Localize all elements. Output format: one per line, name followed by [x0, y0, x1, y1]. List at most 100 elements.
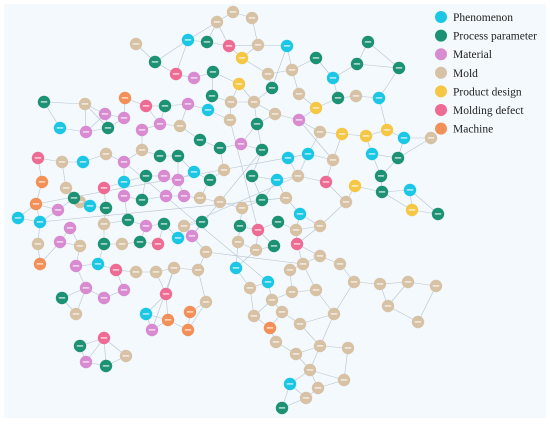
- node-label-mark: [254, 229, 262, 231]
- node-label-mark: [72, 265, 80, 267]
- node-label-mark: [278, 407, 286, 409]
- node-label-mark: [314, 387, 322, 389]
- node-label-mark: [296, 213, 304, 215]
- node-label-mark: [142, 313, 150, 315]
- node-label-mark: [36, 221, 44, 223]
- node-label-mark: [34, 243, 42, 245]
- node-label-mark: [302, 397, 310, 399]
- node-label-mark: [196, 139, 204, 141]
- node-label-mark: [295, 119, 303, 121]
- node-label-mark: [190, 171, 198, 173]
- node-label-mark: [304, 153, 312, 155]
- node-label-mark: [284, 157, 292, 159]
- node-label-mark: [162, 293, 170, 295]
- node-label-mark: [237, 143, 245, 145]
- node-label-mark: [81, 103, 89, 105]
- node-label-mark: [174, 155, 182, 157]
- graph-edge: [367, 41, 400, 69]
- node-label-mark: [213, 21, 221, 23]
- node-label-mark: [56, 241, 64, 243]
- node-label-mark: [292, 229, 300, 231]
- node-label-mark: [288, 69, 296, 71]
- node-label-mark: [152, 271, 160, 273]
- node-label-mark: [272, 341, 280, 343]
- legend-item: Molding defect: [435, 104, 524, 117]
- legend-item: Material: [435, 48, 492, 61]
- node-label-mark: [292, 353, 300, 355]
- node-label-mark: [156, 155, 164, 157]
- legend-swatch: [435, 66, 447, 79]
- node-label-mark: [232, 267, 240, 269]
- node-label-mark: [375, 97, 383, 99]
- node-label-mark: [432, 285, 440, 287]
- node-label-mark: [330, 313, 338, 315]
- node-label-mark: [136, 241, 144, 243]
- node-label-mark: [235, 83, 243, 85]
- node-label-mark: [351, 185, 359, 187]
- node-label-mark: [295, 93, 303, 95]
- node-label-mark: [377, 175, 385, 177]
- node-label-mark: [283, 45, 291, 47]
- node-label-mark: [316, 131, 324, 133]
- node-label-mark: [378, 191, 386, 193]
- node-label-mark: [120, 161, 128, 163]
- graph-edge: [229, 119, 259, 231]
- node-label-mark: [334, 97, 342, 99]
- node-label-mark: [82, 361, 90, 363]
- node-label-mark: [156, 123, 164, 125]
- node-label-mark: [102, 153, 110, 155]
- node-label-mark: [76, 245, 84, 247]
- node-label-mark: [270, 245, 278, 247]
- graph-edge: [39, 197, 287, 223]
- node-label-mark: [72, 313, 80, 315]
- node-label-mark: [186, 311, 194, 313]
- node-label-mark: [32, 203, 40, 205]
- node-label-mark: [38, 181, 46, 183]
- graph-edge: [205, 251, 304, 265]
- node-label-mark: [121, 97, 129, 99]
- legend-item: Mold: [435, 66, 478, 80]
- node-label-mark: [427, 137, 435, 139]
- node-label-mark: [138, 129, 146, 131]
- node-label-mark: [264, 281, 272, 283]
- node-label-mark: [172, 73, 180, 75]
- node-label-mark: [274, 221, 282, 223]
- node-label-mark: [54, 209, 62, 211]
- graph-background: [4, 4, 546, 418]
- node-label-mark: [338, 133, 346, 135]
- graph-nodes: [11, 5, 445, 415]
- node-label-mark: [312, 57, 320, 59]
- node-label-mark: [162, 195, 170, 197]
- node-label-mark: [100, 243, 108, 245]
- node-label-mark: [286, 383, 294, 385]
- node-label-mark: [216, 201, 224, 203]
- node-label-mark: [160, 175, 168, 177]
- node-label-mark: [138, 199, 146, 201]
- node-label-mark: [316, 345, 324, 347]
- node-label-mark: [101, 113, 109, 115]
- node-label-mark: [203, 41, 211, 43]
- node-label-mark: [434, 213, 442, 215]
- node-label-mark: [340, 379, 348, 381]
- node-label-mark: [353, 63, 361, 65]
- graph-edge: [356, 63, 400, 69]
- node-label-mark: [180, 195, 188, 197]
- node-label-mark: [132, 271, 140, 273]
- node-label-mark: [62, 187, 70, 189]
- node-label-mark: [286, 269, 294, 271]
- graph-edge: [43, 101, 86, 105]
- node-label-mark: [394, 157, 402, 159]
- node-label-mark: [118, 243, 126, 245]
- node-label-mark: [170, 267, 178, 269]
- node-label-mark: [204, 109, 212, 111]
- node-label-mark: [66, 227, 74, 229]
- legend-label: Product design: [453, 86, 522, 98]
- node-label-mark: [104, 127, 112, 129]
- node-label-mark: [58, 297, 66, 299]
- legend-label: Machine: [453, 124, 493, 136]
- node-label-mark: [40, 101, 48, 103]
- node-label-mark: [176, 125, 184, 127]
- legend-swatch: [435, 48, 447, 61]
- node-label-mark: [252, 249, 260, 251]
